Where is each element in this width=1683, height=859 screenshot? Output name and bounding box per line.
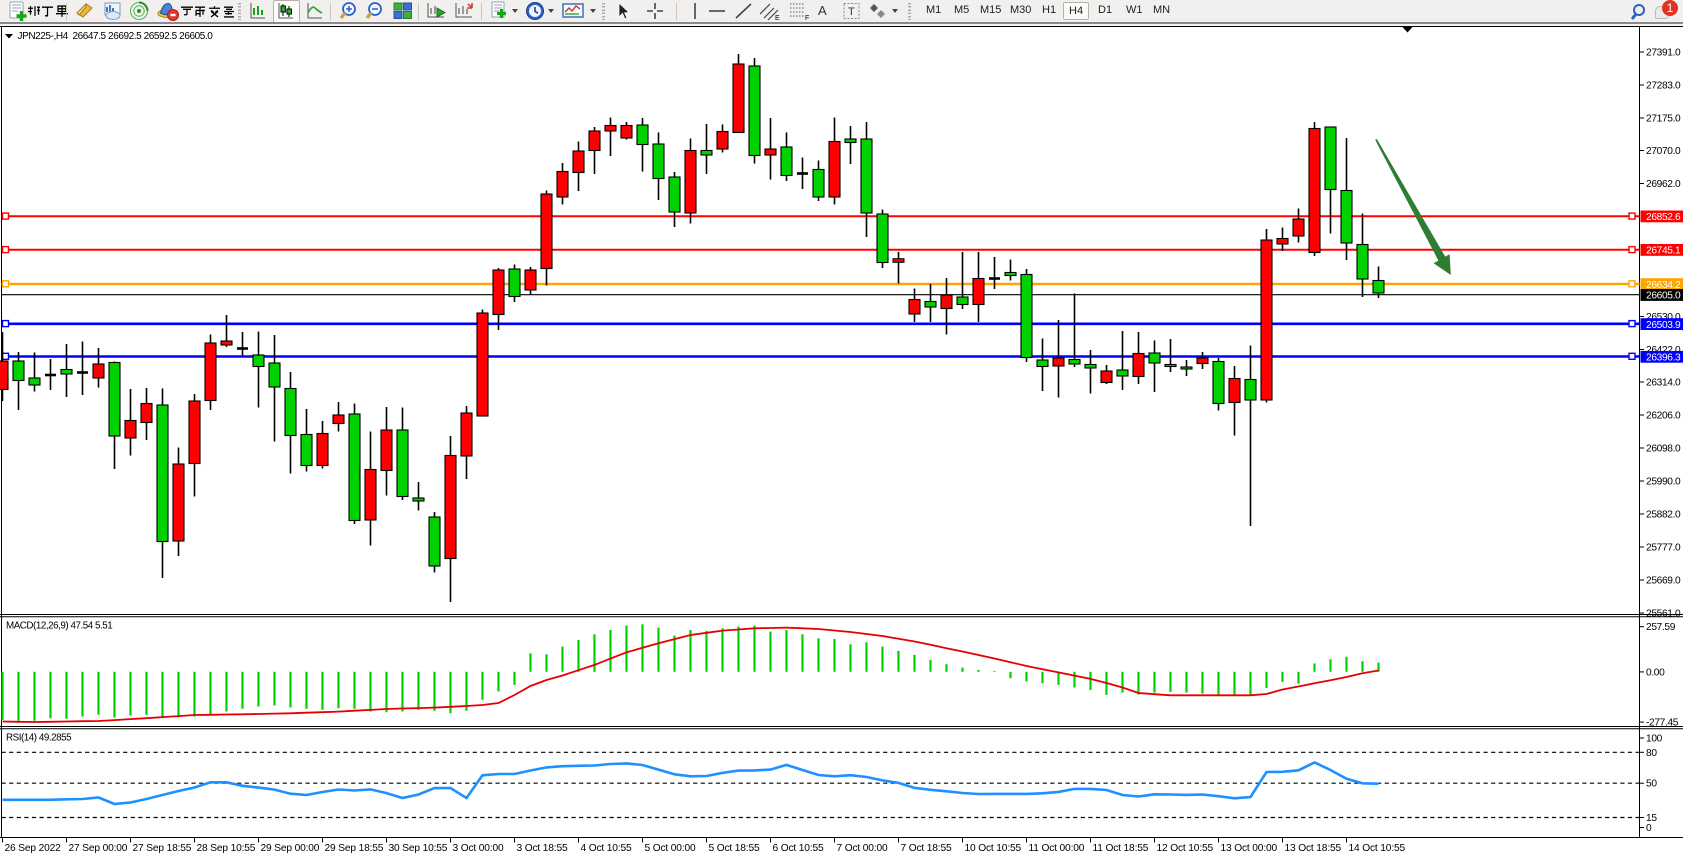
svg-text:26206.0: 26206.0 — [1646, 411, 1681, 422]
svg-text:13 Oct 00:00: 13 Oct 00:00 — [1221, 843, 1278, 854]
svg-text:28 Sep 10:55: 28 Sep 10:55 — [197, 843, 256, 854]
svg-text:26396.3: 26396.3 — [1646, 353, 1681, 364]
svg-text:50: 50 — [1646, 779, 1657, 790]
svg-text:E: E — [775, 15, 780, 22]
svg-text:7 Oct 18:55: 7 Oct 18:55 — [901, 843, 953, 854]
svg-text:26852.6: 26852.6 — [1646, 212, 1681, 223]
svg-text:12 Oct 10:55: 12 Oct 10:55 — [1157, 843, 1214, 854]
svg-text:29 Sep 18:55: 29 Sep 18:55 — [325, 843, 384, 854]
svg-text:0: 0 — [1646, 823, 1652, 834]
svg-text:14 Oct 10:55: 14 Oct 10:55 — [1349, 843, 1406, 854]
svg-text:3 Oct 18:55: 3 Oct 18:55 — [517, 843, 569, 854]
svg-text:4 Oct 10:55: 4 Oct 10:55 — [581, 843, 633, 854]
svg-text:3 Oct 00:00: 3 Oct 00:00 — [453, 843, 505, 854]
svg-text:25990.0: 25990.0 — [1646, 477, 1681, 488]
svg-text:100: 100 — [1646, 734, 1663, 745]
svg-text:11 Oct 18:55: 11 Oct 18:55 — [1093, 843, 1149, 854]
svg-text:27 Sep 00:00: 27 Sep 00:00 — [69, 843, 128, 854]
svg-text:26098.0: 26098.0 — [1646, 444, 1681, 455]
svg-text:27175.0: 27175.0 — [1646, 114, 1681, 125]
svg-text:7 Oct 00:00: 7 Oct 00:00 — [837, 843, 889, 854]
svg-text:25561.0: 25561.0 — [1646, 609, 1681, 620]
svg-text:26745.1: 26745.1 — [1646, 246, 1681, 257]
svg-text:29 Sep 00:00: 29 Sep 00:00 — [261, 843, 320, 854]
svg-text:5 Oct 00:00: 5 Oct 00:00 — [645, 843, 697, 854]
svg-text:10 Oct 10:55: 10 Oct 10:55 — [965, 843, 1022, 854]
svg-text:13 Oct 18:55: 13 Oct 18:55 — [1285, 843, 1342, 854]
svg-text:257.59: 257.59 — [1646, 622, 1676, 633]
svg-text:26314.0: 26314.0 — [1646, 378, 1681, 389]
svg-text:0.00: 0.00 — [1646, 667, 1665, 678]
svg-text:26 Sep 2022: 26 Sep 2022 — [5, 843, 62, 854]
svg-text:26962.0: 26962.0 — [1646, 179, 1681, 190]
svg-text:26605.0: 26605.0 — [1646, 291, 1681, 302]
svg-text:JPN225-,H4 26647.5 26692.5 26: JPN225-,H4 26647.5 26692.5 26592.5 26605… — [18, 31, 214, 42]
svg-text:-277.45: -277.45 — [1646, 718, 1679, 729]
svg-text:6 Oct 10:55: 6 Oct 10:55 — [773, 843, 825, 854]
svg-text:27 Sep 18:55: 27 Sep 18:55 — [133, 843, 192, 854]
svg-text:11 Oct 00:00: 11 Oct 00:00 — [1029, 843, 1085, 854]
svg-text:80: 80 — [1646, 748, 1657, 759]
svg-text:27391.0: 27391.0 — [1646, 48, 1681, 59]
svg-text:MACD(12,26,9) 47.54 5.51: MACD(12,26,9) 47.54 5.51 — [6, 621, 112, 632]
svg-text:25882.0: 25882.0 — [1646, 510, 1681, 521]
svg-text:27070.0: 27070.0 — [1646, 146, 1681, 157]
svg-text:5 Oct 18:55: 5 Oct 18:55 — [709, 843, 761, 854]
svg-text:30 Sep 10:55: 30 Sep 10:55 — [389, 843, 448, 854]
svg-text:RSI(14) 49.2855: RSI(14) 49.2855 — [6, 733, 72, 744]
svg-text:25777.0: 25777.0 — [1646, 543, 1681, 554]
svg-text:T: T — [848, 6, 855, 18]
svg-text:27283.0: 27283.0 — [1646, 81, 1681, 92]
svg-text:F: F — [805, 15, 809, 22]
svg-text:26503.9: 26503.9 — [1646, 320, 1681, 331]
svg-text:25669.0: 25669.0 — [1646, 576, 1681, 587]
